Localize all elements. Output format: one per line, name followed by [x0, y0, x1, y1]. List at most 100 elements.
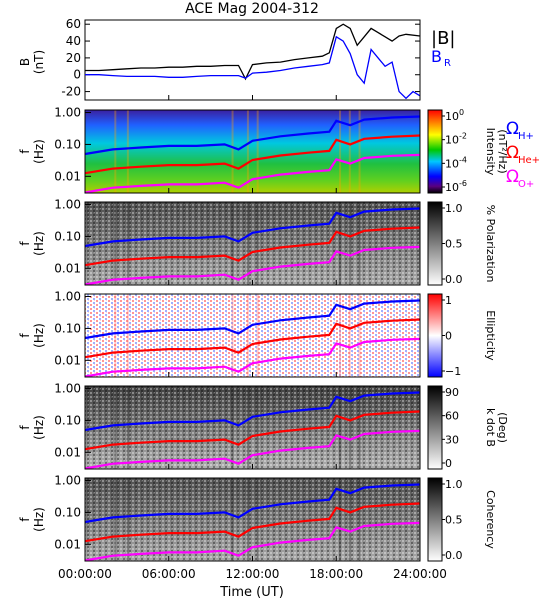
colorbar-tick-label: 10-2: [445, 132, 467, 147]
he-plus-line: [84, 502, 421, 543]
freq-tick-label: 0.01: [54, 353, 81, 367]
colorbar-tick-label: 60: [445, 410, 459, 423]
streak: [231, 110, 234, 193]
b-r-line: [85, 35, 421, 100]
h-plus-line: [84, 483, 421, 524]
streak: [256, 294, 259, 377]
he-plus-line: [84, 134, 421, 175]
ion-legend-sub: He+: [518, 155, 540, 166]
x-axis-label: Time (UT): [219, 585, 284, 600]
streak: [114, 110, 117, 193]
streak: [114, 478, 117, 561]
y-tick-label: 60: [66, 17, 81, 31]
streak: [358, 386, 361, 469]
streak: [358, 110, 361, 193]
streak: [231, 386, 234, 469]
colorbar-tick-label: 0: [445, 457, 452, 470]
colorbar-tick-label: 1.0: [445, 478, 463, 491]
freq-y-label: f: [18, 425, 32, 430]
he-plus-line: [84, 410, 421, 451]
top-plot-frame: [84, 19, 421, 101]
streak: [231, 294, 234, 377]
panel-kdotb: 1.00 0.10 0.01 f (Hz) 90 60 30 0 k dot B (Deg): [18, 382, 509, 470]
colorbar-tick-label: 0.0: [445, 549, 463, 562]
x-tick-label: 00:00:00: [58, 567, 112, 581]
x-tick-label: 12:00:00: [226, 567, 280, 581]
colorbar-ellipticity: [427, 293, 443, 378]
colorbar-tick-label: 0: [445, 330, 452, 343]
ion-legend-omega: Ω: [506, 167, 519, 187]
top-y-label: B: [18, 58, 32, 66]
streak: [339, 110, 342, 193]
colorbar-tick-label: 0.0: [445, 273, 463, 286]
colorbar-tick-label: −1: [445, 365, 461, 378]
freq-tick-label: 0.10: [54, 321, 81, 335]
freq-tick-label: 0.01: [54, 537, 81, 551]
h-plus-line: [84, 391, 421, 432]
streak: [126, 294, 129, 377]
colorbar-unit-intensity: (nT²/Hz): [496, 129, 509, 173]
colorbar-tick-label: 10-6: [445, 179, 467, 194]
streak: [246, 110, 249, 193]
freq-tick-label: 1.00: [54, 474, 81, 488]
freq-tick-label: 0.01: [54, 261, 81, 275]
streak: [126, 386, 129, 469]
y-tick-label: 40: [66, 34, 81, 48]
o-plus-line: [84, 245, 421, 286]
streak: [114, 386, 117, 469]
legend-b-total: |B|: [431, 28, 455, 49]
panel-intensity: 1.00 0.10 0.01 f (Hz) 100 10-2 10-4 10-6 Intensit…: [18, 106, 509, 194]
colorbar-unit-kdotb: (Deg): [496, 412, 509, 443]
freq-tick-label: 0.10: [54, 229, 81, 243]
freq-y-label: f: [18, 241, 32, 246]
streak: [126, 478, 129, 561]
colorbar-tick-exponent: -6: [459, 179, 467, 188]
streak: [246, 386, 249, 469]
freq-tick-label: 0.01: [54, 169, 81, 183]
streak: [126, 202, 129, 285]
h-plus-line: [84, 299, 421, 340]
streak: [339, 386, 342, 469]
panel-coherency: 1.00 0.10 0.01 f (Hz) 1.0 0.5 0.0 Coherency: [18, 474, 497, 562]
freq-y-label: f: [18, 333, 32, 338]
y-tick-label: -20: [61, 85, 81, 99]
freq-tick-label: 1.00: [54, 290, 81, 304]
ion-legend-sub: O+: [518, 179, 534, 190]
ion-legend-omega: Ω: [506, 143, 519, 163]
colorbar-label-coherency: Coherency: [484, 490, 497, 549]
streak: [348, 386, 351, 469]
legend-b-r: B: [431, 47, 442, 66]
y-tick-label: 0: [73, 68, 81, 82]
colorbar-tick-label: 1: [445, 294, 452, 307]
top-y-unit: (nT): [32, 50, 46, 74]
freq-tick-label: 1.00: [54, 198, 81, 212]
x-tick-label: 06:00:00: [142, 567, 196, 581]
freq-tick-label: 0.10: [54, 505, 81, 519]
streak: [246, 478, 249, 561]
freq-tick-label: 0.10: [54, 413, 81, 427]
streak: [126, 110, 129, 193]
spectrogram-panels: 1.000.100.01f (Hz)10010-210-410-6Intensit…: [18, 106, 509, 562]
streak: [358, 202, 361, 285]
streak: [339, 478, 342, 561]
colorbar-tick-exponent: -4: [459, 155, 467, 164]
ion-legend-sub: H+: [518, 131, 534, 142]
freq-y-unit: (Hz): [32, 231, 46, 256]
streak: [256, 478, 259, 561]
streak: [246, 202, 249, 285]
freq-y-unit: (Hz): [32, 323, 46, 348]
spectrogram-texture: [85, 294, 420, 377]
streak: [114, 202, 117, 285]
o-plus-line: [84, 337, 421, 378]
h-plus-line: [84, 207, 421, 248]
colorbar-tick-label: 0.5: [445, 238, 463, 251]
streak: [256, 110, 259, 193]
colorbar-kdotb: [427, 385, 443, 470]
freq-y-label: f: [18, 149, 32, 154]
colorbar-label-polarization: % Polarization: [484, 205, 497, 283]
colorbar-tick-label: 90: [445, 386, 459, 399]
o-plus-line: [84, 153, 421, 194]
freq-y-unit: (Hz): [32, 415, 46, 440]
colorbar-label-intensity: Intensity: [484, 128, 497, 176]
